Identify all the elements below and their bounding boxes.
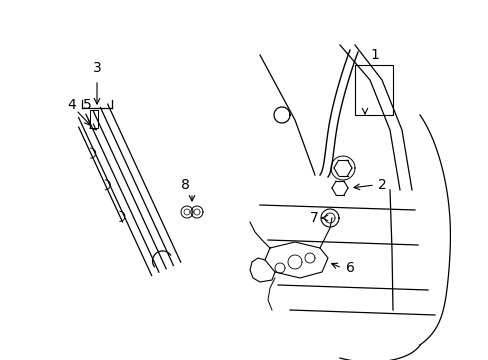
Text: 4: 4 [67,98,76,112]
Text: 5: 5 [82,98,91,112]
Text: 3: 3 [92,61,101,75]
Bar [354,65,392,115]
Text: 7: 7 [309,211,318,225]
Text: 1: 1 [370,48,379,62]
Text: 6: 6 [345,261,354,275]
Text: 2: 2 [377,178,386,192]
Bar [90,110,98,128]
Text: 8: 8 [180,178,189,192]
